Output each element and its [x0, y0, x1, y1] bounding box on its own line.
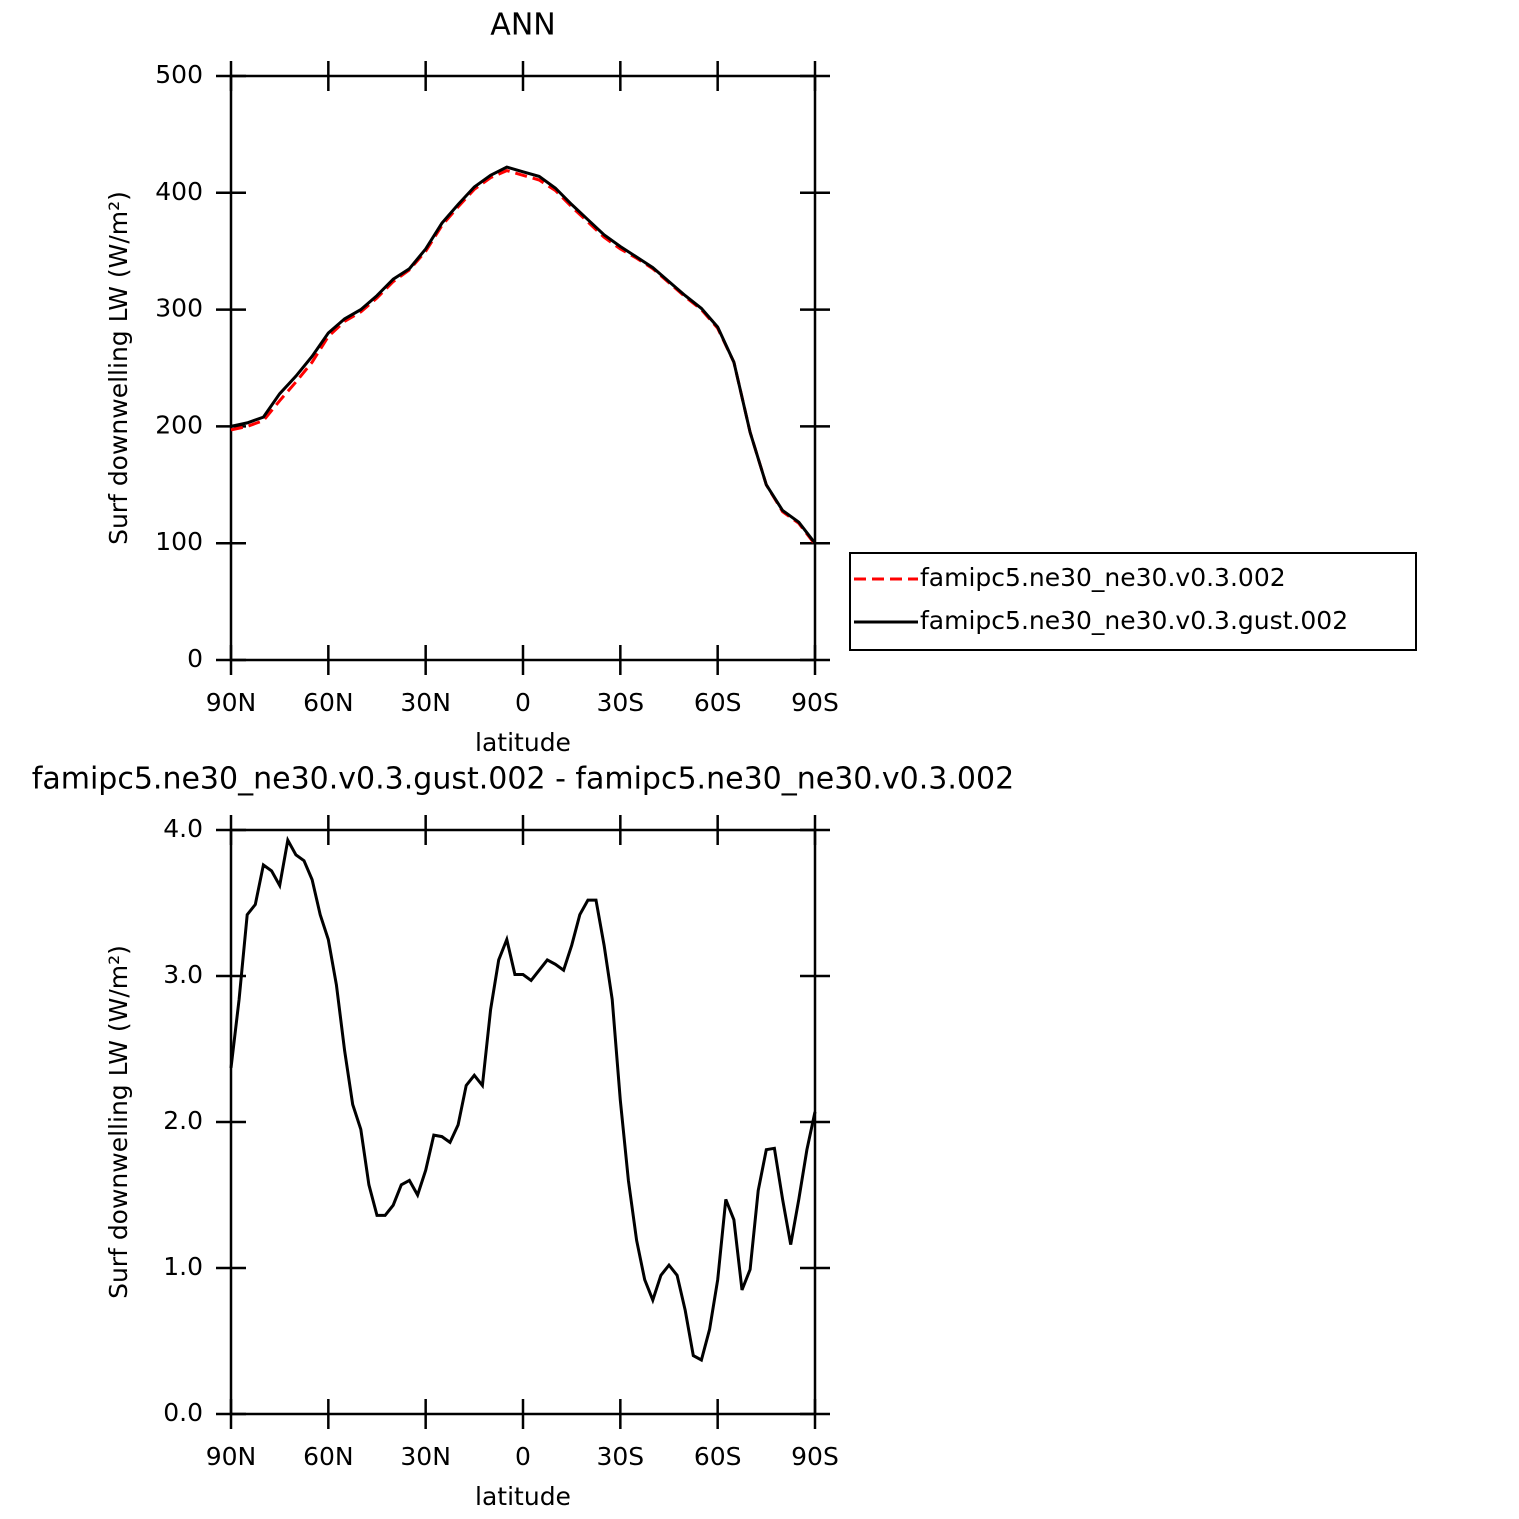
x-tick-label: 30N: [400, 688, 451, 717]
x-tick-label: 30S: [596, 688, 644, 717]
x-tick-label: 60S: [694, 688, 742, 717]
y-tick-label: 1.0: [163, 1252, 203, 1281]
x-tick-label: 30N: [400, 1442, 451, 1471]
data-line: [230, 169, 817, 546]
x-tick-label: 90N: [206, 1442, 257, 1471]
y-tick-label: 0.0: [163, 1398, 203, 1427]
legend-label: famipc5.ne30_ne30.v0.3.002: [920, 563, 1286, 592]
plot-frame: [229, 74, 817, 662]
x-tick-label: 0: [515, 1442, 531, 1471]
plot-frame: [229, 828, 817, 1416]
x-tick-label: 90S: [791, 688, 839, 717]
data-line: [230, 165, 817, 545]
legend-box: [849, 552, 1417, 651]
y-tick-label: 500: [155, 60, 203, 89]
y-tick-label: 4.0: [163, 814, 203, 843]
x-axis-label: latitude: [475, 728, 571, 757]
x-tick-label: 90S: [791, 1442, 839, 1471]
chart-title: famipc5.ne30_ne30.v0.3.gust.002 - famipc…: [32, 762, 1014, 797]
y-tick-label: 400: [155, 177, 203, 206]
x-tick-label: 30S: [596, 1442, 644, 1471]
chart-title: ANN: [490, 8, 555, 43]
data-line: [229, 835, 817, 1363]
legend-label: famipc5.ne30_ne30.v0.3.gust.002: [920, 606, 1348, 635]
x-tick-label: 90N: [206, 688, 257, 717]
x-tick-label: 0: [515, 688, 531, 717]
x-tick-label: 60S: [694, 1442, 742, 1471]
y-tick-label: 100: [155, 527, 203, 556]
y-tick-label: 2.0: [163, 1106, 203, 1135]
y-tick-label: 3.0: [163, 960, 203, 989]
y-tick-label: 300: [155, 294, 203, 323]
x-tick-label: 60N: [303, 688, 354, 717]
y-tick-label: 200: [155, 410, 203, 439]
x-tick-label: 60N: [303, 1442, 354, 1471]
y-axis-label: Surf downwelling LW (W/m²): [104, 191, 133, 545]
y-tick-label: 0: [187, 644, 203, 673]
y-axis-label: Surf downwelling LW (W/m²): [104, 945, 133, 1299]
x-axis-label: latitude: [475, 1482, 571, 1511]
